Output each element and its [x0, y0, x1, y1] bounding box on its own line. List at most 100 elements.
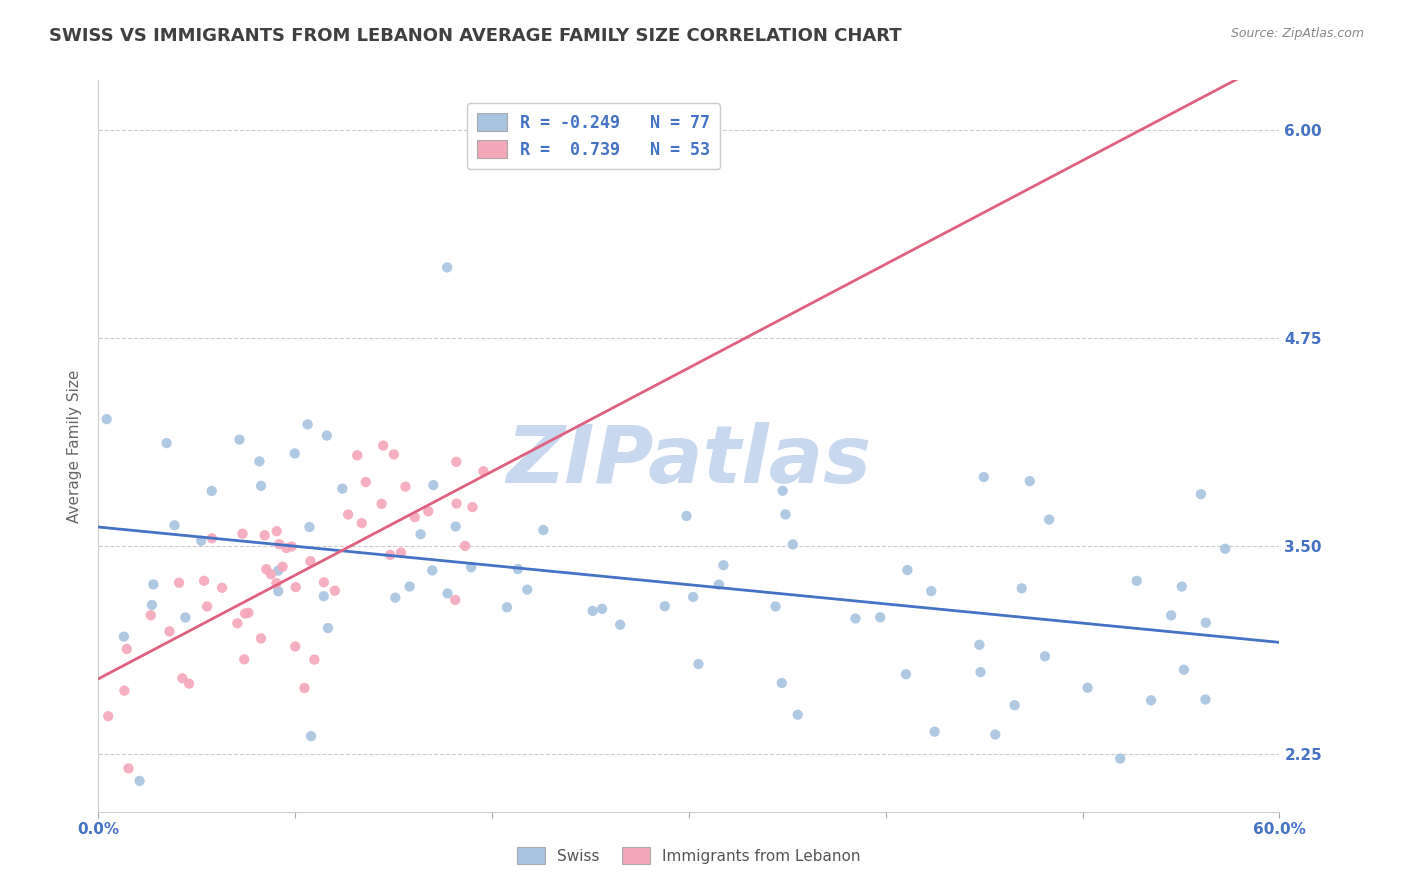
- Point: [350, 516, 373, 530]
- Point: [1195, 615, 1218, 630]
- Point: [444, 593, 467, 607]
- Point: [177, 676, 200, 690]
- Point: [675, 508, 697, 523]
- Point: [298, 520, 321, 534]
- Point: [394, 480, 416, 494]
- Point: [713, 558, 735, 573]
- Point: [260, 567, 283, 582]
- Point: [294, 681, 316, 695]
- Point: [1077, 681, 1099, 695]
- Point: [354, 475, 377, 489]
- Point: [389, 545, 412, 559]
- Point: [1109, 751, 1132, 765]
- Point: [380, 548, 402, 562]
- Point: [516, 582, 538, 597]
- Point: [1171, 580, 1194, 594]
- Point: [454, 539, 477, 553]
- Point: [609, 617, 631, 632]
- Point: [172, 671, 194, 685]
- Point: [582, 604, 605, 618]
- Point: [1173, 663, 1195, 677]
- Point: [233, 607, 256, 621]
- Point: [280, 540, 302, 554]
- Point: [337, 508, 360, 522]
- Point: [1125, 574, 1147, 588]
- Point: [304, 652, 326, 666]
- Point: [496, 600, 519, 615]
- Point: [332, 482, 354, 496]
- Point: [250, 479, 273, 493]
- Point: [312, 589, 335, 603]
- Point: [1140, 693, 1163, 707]
- Point: [765, 599, 787, 614]
- Point: [920, 584, 942, 599]
- Point: [238, 606, 260, 620]
- Point: [226, 616, 249, 631]
- Point: [1018, 474, 1040, 488]
- Point: [775, 508, 797, 522]
- Point: [163, 518, 186, 533]
- Point: [1004, 698, 1026, 713]
- Point: [96, 412, 118, 426]
- Point: [312, 575, 335, 590]
- Point: [420, 564, 443, 578]
- Point: [984, 727, 1007, 741]
- Point: [973, 470, 995, 484]
- Point: [315, 428, 337, 442]
- Point: [436, 586, 458, 600]
- Point: [323, 583, 346, 598]
- Point: [472, 464, 495, 478]
- Point: [409, 527, 432, 541]
- Text: ZIPatlas: ZIPatlas: [506, 422, 872, 500]
- Point: [266, 576, 288, 591]
- Point: [267, 584, 290, 599]
- Point: [250, 632, 273, 646]
- Point: [231, 526, 253, 541]
- Point: [117, 761, 139, 775]
- Point: [418, 504, 440, 518]
- Point: [167, 575, 190, 590]
- Point: [1213, 541, 1236, 556]
- Point: [654, 599, 676, 614]
- Point: [384, 591, 406, 605]
- Point: [139, 608, 162, 623]
- Point: [128, 773, 150, 788]
- Point: [444, 519, 467, 533]
- Point: [115, 641, 138, 656]
- Point: [112, 683, 135, 698]
- Point: [688, 657, 710, 671]
- Point: [869, 610, 891, 624]
- Point: [159, 624, 181, 639]
- Point: [1038, 512, 1060, 526]
- Point: [112, 630, 135, 644]
- Point: [446, 496, 468, 510]
- Point: [233, 652, 256, 666]
- Point: [436, 260, 458, 275]
- Point: [1194, 692, 1216, 706]
- Point: [531, 523, 554, 537]
- Point: [894, 667, 917, 681]
- Point: [422, 478, 444, 492]
- Point: [201, 531, 224, 545]
- Point: [591, 602, 613, 616]
- Point: [1011, 582, 1033, 596]
- Point: [506, 562, 529, 576]
- Point: [276, 541, 298, 555]
- Point: [267, 564, 290, 578]
- Point: [346, 448, 368, 462]
- Point: [1033, 649, 1056, 664]
- Point: [195, 599, 218, 614]
- Point: [370, 497, 392, 511]
- Point: [770, 676, 793, 690]
- Point: [266, 524, 288, 539]
- Point: [284, 580, 307, 594]
- Point: [682, 590, 704, 604]
- Point: [398, 580, 420, 594]
- Point: [969, 638, 991, 652]
- Point: [297, 417, 319, 432]
- Point: [373, 439, 395, 453]
- Y-axis label: Average Family Size: Average Family Size: [67, 369, 83, 523]
- Point: [247, 454, 270, 468]
- Point: [190, 533, 212, 548]
- Point: [253, 528, 276, 542]
